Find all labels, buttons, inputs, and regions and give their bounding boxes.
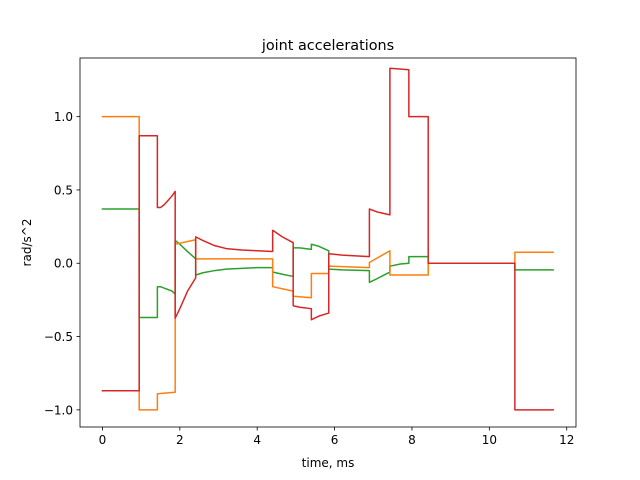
y-tick-label: 0.5 xyxy=(54,183,73,197)
y-axis-label: rad/s^2 xyxy=(20,219,34,267)
series-line-1 xyxy=(101,208,554,319)
y-tick-label: 0.0 xyxy=(54,257,73,271)
y-tick-label: −0.5 xyxy=(44,330,73,344)
y-ticks: −1.0 −0.5 0.0 0.5 1.0 xyxy=(44,110,80,417)
y-tick-label: 1.0 xyxy=(54,110,73,124)
series-line-3 xyxy=(101,67,554,411)
chart-title: joint accelerations xyxy=(261,38,394,54)
x-tick-label: 6 xyxy=(331,433,339,447)
x-tick-label: 0 xyxy=(99,433,107,447)
x-tick-label: 2 xyxy=(176,433,184,447)
x-tick-label: 8 xyxy=(408,433,416,447)
x-axis-label: time, ms xyxy=(302,456,355,470)
series-layer xyxy=(101,67,554,411)
y-tick-label: −1.0 xyxy=(44,403,73,417)
plot-area-frame xyxy=(79,57,577,428)
x-tick-label: 10 xyxy=(482,433,497,447)
series-line-2 xyxy=(101,115,554,411)
x-tick-label: 12 xyxy=(559,433,574,447)
x-tick-label: 4 xyxy=(253,433,261,447)
x-ticks: 0 2 4 6 8 10 12 xyxy=(99,427,574,447)
